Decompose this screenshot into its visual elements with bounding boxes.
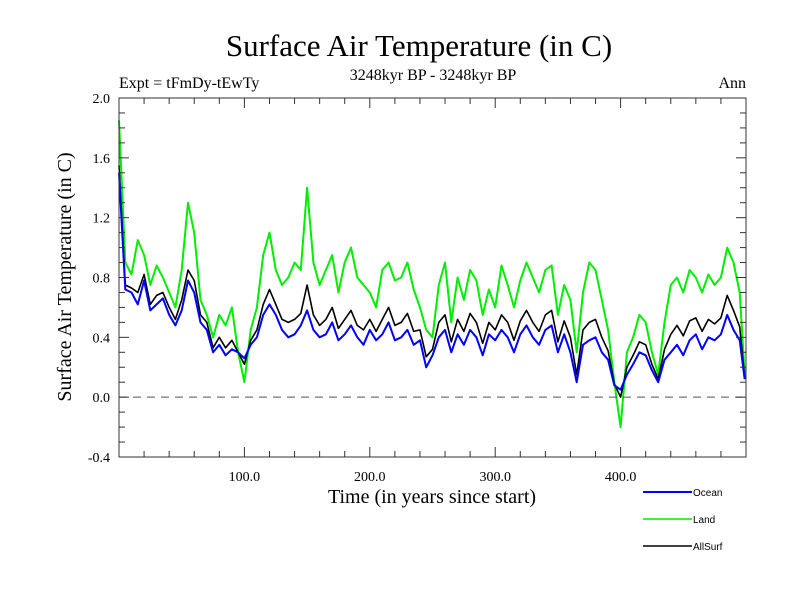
x-tick-label: 200.0 [354, 470, 386, 485]
y-tick-labels: -0.4 0.0 0.4 0.8 1.2 1.6 2.0 [88, 92, 110, 466]
plot-frame [118, 97, 747, 458]
legend-label: AllSurf [693, 542, 723, 553]
legend-label: Land [693, 515, 715, 526]
series-layer [118, 120, 746, 429]
y-axis-label: Surface Air Temperature (in C) [54, 152, 76, 401]
legend-label: Ocean [693, 488, 722, 499]
legend-item-allsurf: AllSurf [643, 542, 723, 553]
series-line-ocean [118, 172, 746, 391]
chart-title: Surface Air Temperature (in C) [226, 28, 612, 63]
legend-item-ocean: Ocean [643, 488, 722, 499]
x-tick-labels: 100.0 200.0 300.0 400.0 [229, 470, 637, 485]
time-range-label: 3248kyr BP - 3248kyr BP [350, 67, 517, 84]
y-tick-label: 2.0 [93, 92, 111, 107]
y-tick-label: 1.6 [93, 152, 111, 167]
series-line-allsurf [118, 165, 746, 399]
legend: Ocean Land AllSurf [643, 488, 723, 553]
y-tick-label: 1.2 [93, 212, 111, 227]
experiment-label: Expt = tFmDy-tEwTy [119, 75, 259, 92]
y-tick-label: 0.8 [93, 272, 111, 287]
legend-item-land: Land [643, 515, 715, 526]
y-tick-label: 0.4 [93, 331, 111, 346]
x-tick-label: 400.0 [605, 470, 637, 485]
x-tick-label: 300.0 [479, 470, 511, 485]
y-tick-label: 0.0 [93, 391, 111, 406]
y-tick-label: -0.4 [88, 451, 110, 466]
x-tick-label: 100.0 [229, 470, 261, 485]
season-label: Ann [718, 75, 746, 92]
series-line-land [118, 120, 746, 429]
axes-layer [118, 97, 747, 458]
x-axis-label: Time (in years since start) [328, 486, 536, 508]
